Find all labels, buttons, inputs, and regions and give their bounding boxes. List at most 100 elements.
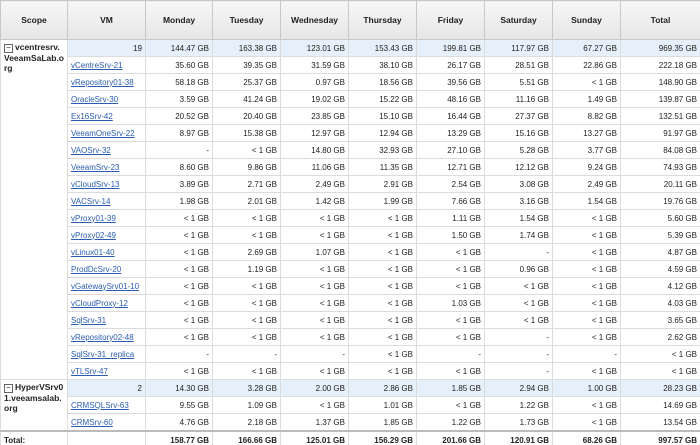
vm-cell: CRMSQLSrv-63 (67, 396, 146, 414)
vm-link[interactable]: SqlSrv-31_replica (71, 349, 135, 359)
vm-link[interactable]: Ex16Srv-42 (71, 111, 113, 121)
value-cell: 39.35 GB (212, 56, 281, 74)
value-cell: 27.10 GB (416, 141, 485, 159)
vm-cell: CRMSrv-60 (67, 413, 146, 432)
vm-link[interactable]: vProxy02-49 (71, 230, 116, 240)
vm-cell: vCentreSrv-21 (67, 56, 146, 74)
vm-link[interactable]: VACSrv-14 (71, 196, 111, 206)
value-cell: 16.44 GB (416, 107, 485, 125)
value-cell: < 1 GB (212, 226, 281, 244)
vm-row: vLinux01-40 < 1 GB 2.69 GB 1.07 GB < 1 GB < 1… (1, 243, 700, 261)
vm-link[interactable]: OracleSrv-30 (71, 94, 119, 104)
value-cell: < 1 GB (280, 277, 349, 295)
vm-row: VeeamSrv-23 8.60 GB 9.86 GB 11.06 GB 11.35 G… (1, 158, 700, 176)
vm-link[interactable]: vCloudSrv-13 (71, 179, 120, 189)
value-cell: 1.22 GB (416, 413, 485, 432)
value-cell: < 1 GB (416, 328, 485, 346)
value-cell: < 1 GB (212, 328, 281, 346)
value-cell: 15.38 GB (212, 124, 281, 142)
summary-value: 153.43 GB (348, 39, 417, 57)
value-cell: 2.54 GB (416, 175, 485, 193)
value-cell: 2.49 GB (552, 175, 621, 193)
column-header: Saturday (484, 0, 553, 40)
value-cell: < 1 GB (280, 260, 349, 278)
value-cell: < 1 GB (416, 243, 485, 261)
vm-row: vCloudSrv-13 3.89 GB 2.71 GB 2.49 GB 2.91 GB… (1, 175, 700, 193)
vm-link[interactable]: VeeamSrv-23 (71, 162, 120, 172)
collapse-toggle[interactable]: − (4, 44, 13, 53)
value-cell: - (484, 243, 553, 261)
value-cell: < 1 GB (484, 277, 553, 295)
value-cell: - (552, 345, 621, 363)
value-cell: 13.27 GB (552, 124, 621, 142)
value-cell: < 1 GB (348, 294, 417, 312)
column-header: Wednesday (280, 0, 349, 40)
column-header: Sunday (552, 0, 621, 40)
value-cell: < 1 GB (280, 209, 349, 227)
collapse-toggle[interactable]: − (4, 384, 13, 393)
value-cell: 8.82 GB (552, 107, 621, 125)
vm-cell: vGatewaySrv01-10 (67, 277, 146, 295)
value-cell: 22.86 GB (552, 56, 621, 74)
value-cell: < 1 GB (145, 277, 213, 295)
value-cell: 148.90 GB (620, 73, 700, 91)
vm-cell: vProxy02-49 (67, 226, 146, 244)
value-cell: < 1 GB (552, 260, 621, 278)
value-cell: 1.03 GB (416, 294, 485, 312)
vm-link[interactable]: vCentreSrv-21 (71, 60, 123, 70)
vm-link[interactable]: vRepository02-48 (71, 332, 134, 342)
vm-cell: Ex16Srv-42 (67, 107, 146, 125)
vm-link[interactable]: vProxy01-39 (71, 213, 116, 223)
total-value: 125.01 GB (280, 430, 349, 445)
value-cell: < 1 GB (484, 294, 553, 312)
value-cell: < 1 GB (145, 209, 213, 227)
scope-cell: − vcentresrv.VeeamSaLab.org (0, 39, 68, 380)
value-cell: < 1 GB (416, 260, 485, 278)
vm-cell: OracleSrv-30 (67, 90, 146, 108)
value-cell: 8.60 GB (145, 158, 213, 176)
total-value: 120.91 GB (484, 430, 553, 445)
vm-link[interactable]: CRMSQLSrv-63 (71, 400, 129, 410)
value-cell: 1.11 GB (416, 209, 485, 227)
vm-cell: SqlSrv-31 (67, 311, 146, 329)
value-cell: < 1 GB (348, 311, 417, 329)
vm-link[interactable]: ProdDcSrv-20 (71, 264, 122, 274)
value-cell: 3.16 GB (484, 192, 553, 210)
value-cell: 1.42 GB (280, 192, 349, 210)
vm-link[interactable]: vTLSrv-47 (71, 366, 108, 376)
value-cell: - (484, 345, 553, 363)
value-cell: 38.10 GB (348, 56, 417, 74)
value-cell: < 1 GB (416, 311, 485, 329)
vm-link[interactable]: CRMSrv-60 (71, 417, 113, 427)
empty-cell (67, 430, 146, 445)
value-cell: 15.16 GB (484, 124, 553, 142)
value-cell: 20.40 GB (212, 107, 281, 125)
value-cell: < 1 GB (280, 328, 349, 346)
value-cell: 41.24 GB (212, 90, 281, 108)
vm-link[interactable]: vLinux01-40 (71, 247, 115, 257)
vm-link[interactable]: vCloudProxy-12 (71, 298, 128, 308)
vm-link[interactable]: vGatewaySrv01-10 (71, 281, 140, 291)
total-value: 68.26 GB (552, 430, 621, 445)
summary-value: 144.47 GB (145, 39, 213, 57)
value-cell: < 1 GB (212, 141, 281, 159)
vm-link[interactable]: VeeamOneSrv-22 (71, 128, 135, 138)
vm-link[interactable]: vRepository01-38 (71, 77, 134, 87)
vm-cell: VACSrv-14 (67, 192, 146, 210)
scope-cell: − HyperVSrv01.veeamsalab.org (0, 379, 68, 432)
summary-value: 199.81 GB (416, 39, 485, 57)
value-cell: < 1 GB (348, 328, 417, 346)
column-header: Scope (0, 0, 68, 40)
value-cell: < 1 GB (280, 294, 349, 312)
value-cell: 1.74 GB (484, 226, 553, 244)
value-cell: - (280, 345, 349, 363)
value-cell: < 1 GB (552, 328, 621, 346)
value-cell: 2.69 GB (212, 243, 281, 261)
value-cell: 0.96 GB (484, 260, 553, 278)
vm-link[interactable]: SqlSrv-31 (71, 315, 107, 325)
vm-cell: vRepository01-38 (67, 73, 146, 91)
vm-link[interactable]: VAOSrv-32 (71, 145, 111, 155)
scope-name: vcentresrv.VeeamSaLab.org (4, 42, 65, 73)
